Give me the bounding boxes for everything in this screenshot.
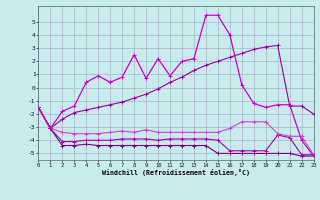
X-axis label: Windchill (Refroidissement éolien,°C): Windchill (Refroidissement éolien,°C) [102,169,250,176]
